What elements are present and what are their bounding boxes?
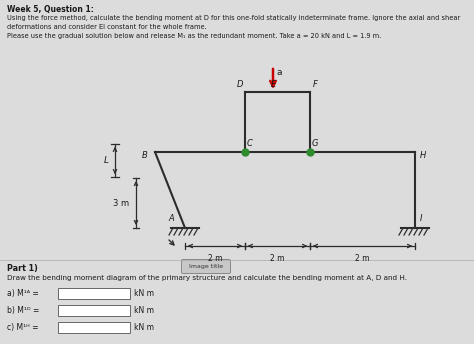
Text: 2 m: 2 m — [355, 254, 370, 263]
Text: F: F — [313, 80, 318, 89]
Text: 3 m: 3 m — [113, 198, 129, 207]
Text: A: A — [168, 214, 174, 223]
Text: Part 1): Part 1) — [7, 264, 38, 273]
Text: a) M¹ᴬ =: a) M¹ᴬ = — [7, 289, 39, 298]
Text: Using the force method, calculate the bending moment at D for this one-fold stat: Using the force method, calculate the be… — [7, 15, 460, 21]
Text: kN m: kN m — [134, 306, 154, 315]
Text: L: L — [104, 156, 109, 165]
Text: kN m: kN m — [134, 323, 154, 332]
Text: Please use the gradual solution below and release M₁ as the redundant moment. Ta: Please use the gradual solution below an… — [7, 33, 381, 39]
Text: D: D — [237, 80, 243, 89]
Text: Week 5, Question 1:: Week 5, Question 1: — [7, 5, 94, 14]
FancyBboxPatch shape — [58, 305, 130, 316]
Text: kN m: kN m — [134, 289, 154, 298]
Text: a: a — [277, 68, 283, 77]
Text: I: I — [420, 214, 422, 223]
Text: 2 m: 2 m — [270, 254, 285, 263]
Text: 2 m: 2 m — [208, 254, 222, 263]
Text: C: C — [247, 139, 253, 148]
FancyBboxPatch shape — [182, 259, 230, 273]
Text: B: B — [142, 151, 148, 160]
FancyBboxPatch shape — [58, 322, 130, 333]
Text: Image title: Image title — [189, 264, 223, 269]
Text: c) M¹ᴴ =: c) M¹ᴴ = — [7, 323, 38, 332]
Text: G: G — [312, 139, 319, 148]
Text: Draw the bending moment diagram of the primary structure and calculate the bendi: Draw the bending moment diagram of the p… — [7, 275, 407, 281]
Text: H: H — [420, 151, 426, 160]
Text: E: E — [270, 80, 275, 89]
Text: deformations and consider EI constant for the whole frame.: deformations and consider EI constant fo… — [7, 24, 207, 30]
FancyBboxPatch shape — [58, 288, 130, 299]
Text: b) M¹ᴰ =: b) M¹ᴰ = — [7, 306, 39, 315]
